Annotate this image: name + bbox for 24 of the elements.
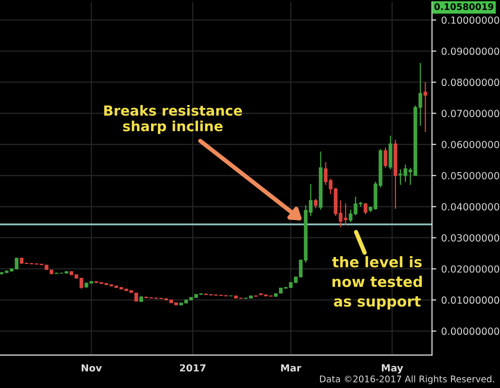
x-tick-label: Nov [82,364,102,372]
y-tick-label: 0.06000000 [442,140,500,148]
y-tick-label: 0.02000000 [442,265,500,273]
candlestick [388,135,392,170]
y-tick-label: 0.10000000 [442,16,500,24]
text: 0.10580019 [434,3,494,10]
y-tick-label: 0.05000000 [442,172,500,180]
y-tick-label: 0.07000000 [442,110,500,118]
y-tick-label: 0.03000000 [442,234,500,242]
candlestick [384,146,388,168]
y-tick-label: 0.00000000 [442,328,500,335]
annotation: Breaks resistance sharp incline [104,105,242,134]
candlestick [364,202,368,215]
y-tick-label: 0.04000000 [442,203,500,210]
y-tick-label: 0.01000000 [442,296,500,304]
x-tick-label: Mar [281,364,302,372]
x-tick-label: 2017 [180,364,206,372]
y-tick-label: 0.08000000 [442,78,500,86]
y-tick-label: 0.09000000 [442,48,500,55]
candlestick [314,198,318,209]
text: Data ©2016-2017 All Rights Reserved. [320,375,494,384]
x-tick-label: May [382,364,404,374]
annotation: the level is now tested as support [332,256,422,310]
candlestick [424,82,428,133]
